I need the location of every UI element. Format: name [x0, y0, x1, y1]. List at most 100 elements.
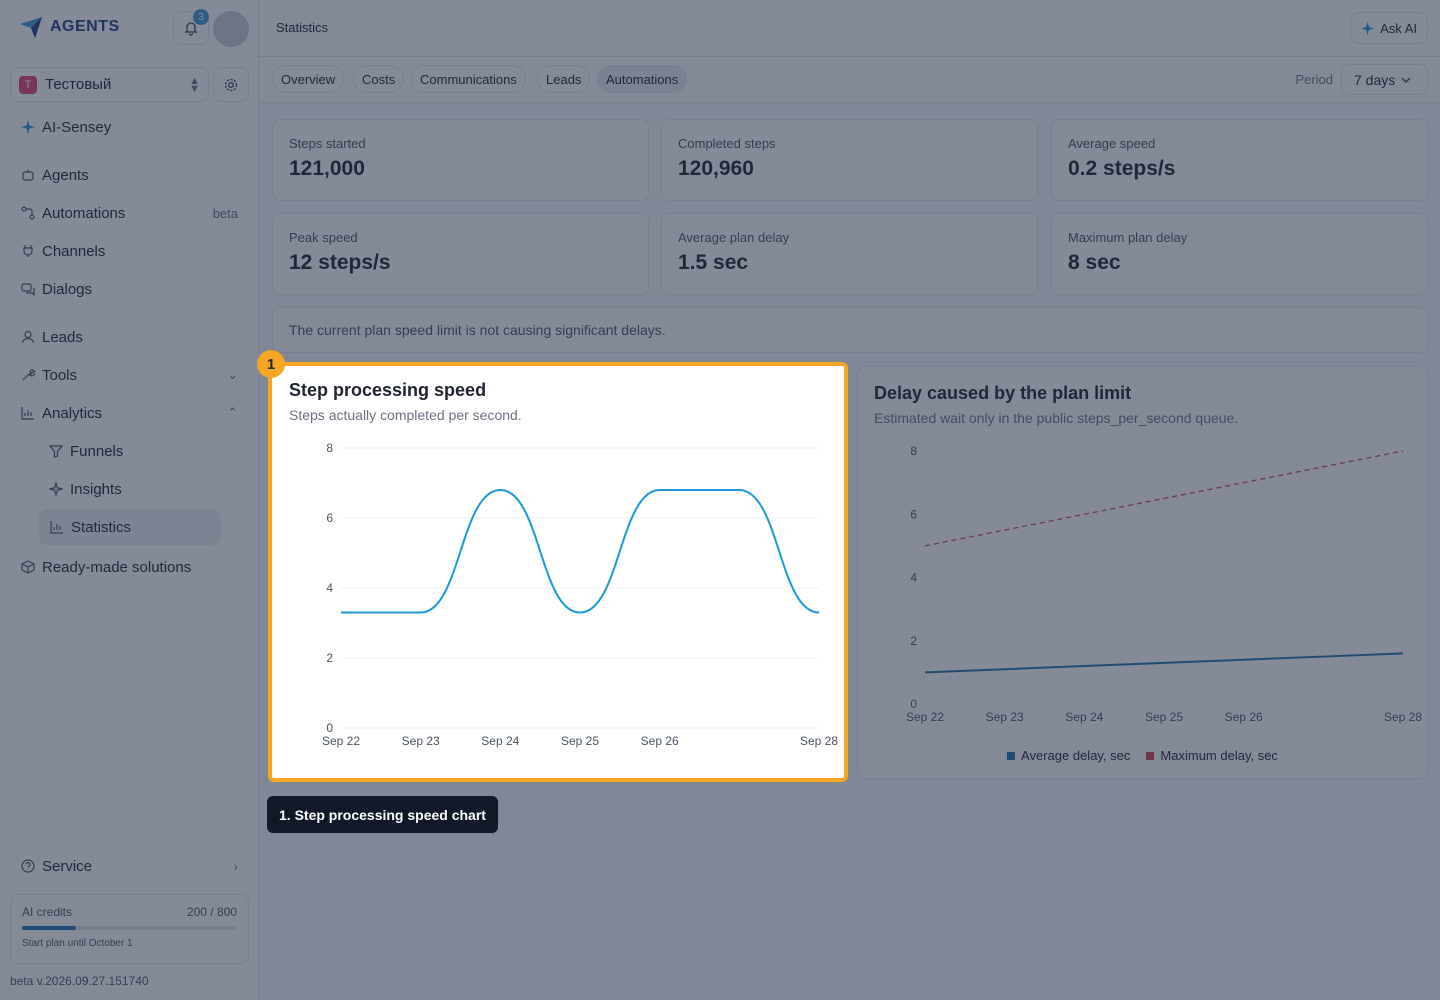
sidebar-item-dialogs[interactable]: Dialogs	[20, 274, 240, 304]
period-value: 7 days	[1354, 71, 1396, 88]
gear-icon	[224, 78, 238, 91]
tab-leads[interactable]: Leads	[537, 65, 591, 93]
sidebar-item-statistics[interactable]: Statistics	[39, 509, 221, 545]
ai-credits-panel[interactable]: AI credits 200 / 800 Start plan until Oc…	[10, 894, 249, 964]
stat-card-average-speed: Average speed 0.2 steps/s	[1051, 119, 1428, 201]
notifications-button[interactable]: 3	[173, 9, 209, 45]
workspace-settings-button[interactable]	[213, 67, 249, 102]
sidebar-item-label: Leads	[42, 328, 83, 346]
funnel-icon	[48, 443, 64, 459]
series-line-0	[341, 488, 820, 614]
sidebar-item-label: Tools	[42, 366, 78, 384]
legend-item-maximum-delay[interactable]: Maximum delay, sec	[1146, 748, 1278, 763]
stat-value: 120,960	[678, 157, 754, 180]
credits-progress-fill	[22, 926, 76, 930]
stat-label: Steps started	[289, 136, 366, 151]
chevron-down-icon: ⌄	[227, 367, 238, 382]
ask-ai-button[interactable]: Ask AI	[1350, 12, 1428, 44]
legend-swatch	[1007, 751, 1016, 760]
sidebar: AGENTS 3 T Тестовый ▲ ▼ AI-Sensey Agents …	[0, 0, 259, 1000]
workspace-switcher[interactable]: T Тестовый ▲ ▼	[10, 67, 209, 102]
y-tick-label: 8	[326, 441, 333, 455]
tab-costs[interactable]: Costs	[353, 65, 405, 93]
stat-card-peak-speed: Peak speed 12 steps/s	[272, 213, 649, 295]
stat-value: 121,000	[289, 157, 365, 180]
brand-name: AGENTS	[50, 18, 120, 35]
plan-note: Start plan until October 1	[22, 938, 133, 949]
sidebar-item-ai-sensey[interactable]: AI-Sensey	[20, 112, 240, 142]
x-tick-label: Sep 23	[402, 734, 440, 748]
sidebar-item-label: Statistics	[71, 518, 132, 536]
delay-chart[interactable]: 0 2 4 6 8 Sep 22 Sep 23 Sep 24 Sep 25 Sep 26 Sep 2…	[858, 437, 1427, 737]
x-tick-label: Sep 22	[906, 710, 944, 724]
card-subtitle: Estimated wait only in the public steps_…	[874, 410, 1239, 426]
stat-label: Maximum plan delay	[1068, 230, 1188, 245]
x-tick-label: Sep 22	[322, 734, 360, 748]
x-tick-label: Sep 26	[641, 734, 679, 748]
wrench-icon	[20, 367, 36, 383]
sparkles-icon	[48, 481, 64, 497]
chevron-up-down-icon: ▲ ▼	[189, 74, 200, 95]
tab-automations[interactable]: Automations	[597, 65, 688, 93]
workspace-initial: T	[19, 75, 37, 94]
stat-value: 12 steps/s	[289, 251, 391, 274]
workspace-name: Тестовый	[45, 76, 112, 93]
stat-value: 0.2 steps/s	[1068, 157, 1176, 180]
notification-count-badge: 3	[193, 9, 209, 25]
x-tick-label: Sep 28	[800, 734, 838, 748]
sidebar-item-funnels[interactable]: Funnels	[48, 436, 220, 466]
series-line-1	[924, 450, 1404, 547]
plan-limit-notice: The current plan speed limit is not caus…	[272, 307, 1428, 353]
tab-communications[interactable]: Communications	[411, 65, 526, 93]
stat-label: Peak speed	[289, 230, 358, 245]
stat-label: Completed steps	[678, 136, 776, 151]
sidebar-item-insights[interactable]: Insights	[48, 474, 220, 504]
sidebar-item-label: Agents	[42, 166, 89, 184]
sidebar-item-agents[interactable]: Agents	[20, 160, 240, 190]
stat-card-completed-steps: Completed steps 120,960	[661, 119, 1038, 201]
sidebar-item-label: Funnels	[70, 442, 124, 460]
x-tick-label: Sep 23	[986, 710, 1024, 724]
sparkle-icon	[20, 119, 36, 135]
stat-label: Average speed	[1068, 136, 1156, 151]
help-circle-icon	[20, 858, 36, 874]
page-title: Statistics	[276, 20, 329, 35]
y-tick-label: 0	[910, 697, 917, 711]
y-tick-label: 6	[326, 511, 333, 525]
card-title: Delay caused by the plan limit	[874, 383, 1132, 403]
x-tick-label: Sep 25	[1145, 710, 1183, 724]
sidebar-item-ready-made-solutions[interactable]: Ready-made solutions	[20, 552, 240, 582]
stat-value: 8 sec	[1068, 251, 1121, 274]
bar-chart-icon	[20, 405, 36, 421]
sidebar-item-service[interactable]: Service ›	[20, 851, 240, 881]
sidebar-item-analytics[interactable]: Analytics ⌃	[20, 398, 240, 428]
card-subtitle: Steps actually completed per second.	[289, 407, 522, 423]
package-icon	[20, 559, 36, 575]
tab-overview[interactable]: Overview	[272, 65, 345, 93]
chevron-right-icon: ›	[233, 858, 238, 874]
user-avatar[interactable]	[213, 11, 249, 47]
x-tick-label: Sep 24	[1065, 710, 1103, 724]
period-select[interactable]: 7 days	[1341, 64, 1428, 95]
x-tick-label: Sep 24	[481, 734, 519, 748]
legend-label: Average delay, sec	[1021, 748, 1131, 763]
legend-item-average-delay[interactable]: Average delay, sec	[1007, 748, 1130, 763]
chart-legend: Average delay, sec Maximum delay, sec	[858, 748, 1427, 763]
statistics-tabs: Overview Costs Communications Leads Auto…	[259, 57, 1440, 103]
legend-swatch	[1146, 751, 1155, 760]
sidebar-item-label: Insights	[70, 480, 122, 498]
chevron-down-icon	[1401, 77, 1411, 83]
stat-label: Average plan delay	[678, 230, 790, 245]
y-tick-label: 8	[910, 444, 917, 458]
delay-chart-card: Delay caused by the plan limit Estimated…	[857, 366, 1428, 779]
speed-chart-card[interactable]: Step processing speed Steps actually com…	[268, 362, 848, 782]
sidebar-item-tools[interactable]: Tools ⌄	[20, 360, 240, 390]
chevron-up-icon: ⌃	[227, 405, 238, 420]
sidebar-item-automations[interactable]: Automations beta	[20, 198, 240, 228]
sidebar-item-channels[interactable]: Channels	[20, 236, 240, 266]
speed-chart[interactable]: 0 2 4 6 8 Sep 22 Sep 23 Sep 24 Sep 25 Sep 26 Sep 2…	[272, 436, 844, 756]
y-tick-label: 4	[326, 581, 333, 595]
brand-logo[interactable]: AGENTS	[18, 14, 120, 40]
sidebar-item-leads[interactable]: Leads	[20, 322, 240, 352]
logo-mark-icon	[20, 17, 42, 38]
